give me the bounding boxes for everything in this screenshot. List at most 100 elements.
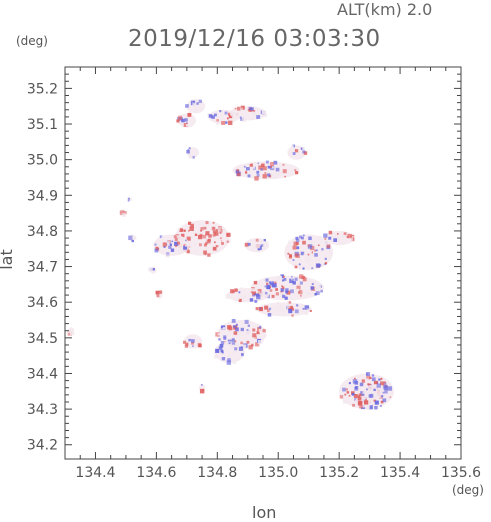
- echo-pixel: [224, 111, 228, 115]
- echo-pixel: [235, 343, 239, 347]
- echo-pixel: [345, 388, 348, 391]
- x-tick-label: 134.6: [136, 465, 176, 481]
- echo-pixel: [354, 386, 359, 391]
- echo-pixel: [293, 241, 298, 246]
- echo-pixel: [231, 345, 235, 349]
- echo-pixel: [218, 346, 223, 350]
- echo-pixel: [283, 275, 285, 278]
- echo-pixel: [199, 388, 205, 394]
- echo-pixel: [245, 167, 250, 171]
- echo-pixel: [261, 116, 264, 118]
- echo-pixel: [209, 239, 213, 243]
- echo-pixel: [297, 256, 302, 262]
- echo-pixel: [193, 243, 197, 247]
- echo-pixel: [183, 245, 188, 250]
- echo-pixel: [221, 121, 226, 125]
- echo-pixel: [315, 291, 320, 296]
- echo-pixel: [187, 112, 192, 117]
- echo-pixel: [304, 311, 309, 316]
- echo-pixel: [317, 259, 321, 262]
- echo-pixel: [266, 282, 269, 285]
- echo-pixel: [221, 227, 226, 232]
- echo-pixel: [235, 332, 240, 337]
- echo-pixel: [180, 228, 183, 231]
- echo-pixel: [228, 354, 231, 358]
- echo-pixel: [263, 113, 268, 118]
- echo-pixel: [196, 339, 199, 341]
- echo-pixel: [234, 298, 237, 301]
- echo-pixel: [268, 307, 272, 311]
- echo-pixel: [294, 169, 297, 172]
- echo-pixel: [328, 236, 332, 240]
- echo-pixel: [310, 286, 314, 290]
- echo-pixel: [248, 106, 252, 110]
- echo-pixel: [256, 115, 261, 119]
- echo-pixel: [305, 259, 310, 264]
- echo-pixel: [246, 340, 250, 344]
- echo-pixel: [298, 290, 303, 295]
- echo-pixel: [128, 235, 133, 241]
- echo-pixel: [225, 294, 230, 299]
- echo-pixel: [155, 290, 160, 295]
- y-tick-label: 34.3: [27, 402, 58, 418]
- echo-pixel: [269, 281, 272, 284]
- echo-pixel: [216, 245, 219, 248]
- echo-pixel: [291, 278, 293, 281]
- echo-pixel: [203, 250, 207, 255]
- echo-pixel: [287, 252, 290, 255]
- echo-pixel: [239, 332, 242, 335]
- echo-pixel: [292, 152, 296, 155]
- echo-pixel: [185, 342, 189, 346]
- echo-pixel: [290, 289, 294, 294]
- echo-pixel: [348, 382, 351, 385]
- echo-pixel: [303, 265, 306, 268]
- echo-pixel: [301, 236, 304, 240]
- echo-pixel: [198, 99, 202, 103]
- echo-pixel: [357, 395, 361, 398]
- echo-pixel: [162, 242, 167, 247]
- chart-title: 2019/12/16 03:03:30: [128, 26, 381, 52]
- echo-pixel: [315, 263, 321, 268]
- echo-pixel: [320, 289, 323, 293]
- echo-pixel: [267, 309, 270, 313]
- echo-pixel: [221, 351, 224, 354]
- echo-pixel: [359, 404, 363, 409]
- echo-pixel: [189, 226, 194, 231]
- echo-pixel: [296, 288, 300, 292]
- echo-pixel: [367, 383, 370, 386]
- x-tick-label: 135.2: [319, 465, 359, 481]
- echo-pixel: [307, 253, 310, 256]
- echo-pixel: [248, 345, 253, 350]
- echo-pixel: [185, 124, 189, 127]
- echo-pixel: [282, 169, 287, 174]
- echo-pixel: [378, 378, 381, 381]
- echo-pixel: [127, 199, 130, 202]
- echo-pixel: [170, 248, 175, 252]
- echo-pixel: [371, 377, 376, 382]
- echo-pixel: [154, 248, 159, 253]
- echo-pixel: [315, 257, 319, 262]
- echo-pixel: [129, 198, 133, 202]
- echo-pixel: [269, 289, 273, 292]
- echo-pixel: [352, 403, 355, 407]
- echo-pixel: [361, 403, 364, 406]
- echo-pixel: [67, 329, 72, 334]
- echo-pixel: [190, 223, 194, 228]
- echo-pixel: [165, 253, 170, 257]
- echo-pixel: [228, 114, 233, 119]
- echo-pixel: [247, 242, 251, 246]
- echo-pixel: [168, 245, 172, 249]
- echo-pixel: [132, 235, 137, 240]
- echo-pixel: [208, 234, 212, 238]
- echo-pixel: [296, 246, 300, 250]
- echo-pixel: [192, 100, 196, 104]
- echo-pixel: [161, 236, 164, 239]
- echo-pixel: [175, 245, 177, 248]
- echo-pixel: [371, 374, 375, 377]
- echo-pixel: [257, 162, 260, 165]
- echo-pixel: [221, 118, 224, 121]
- echo-pixel: [269, 286, 272, 288]
- echo-pixel: [382, 398, 387, 403]
- echo-pixel: [360, 394, 364, 398]
